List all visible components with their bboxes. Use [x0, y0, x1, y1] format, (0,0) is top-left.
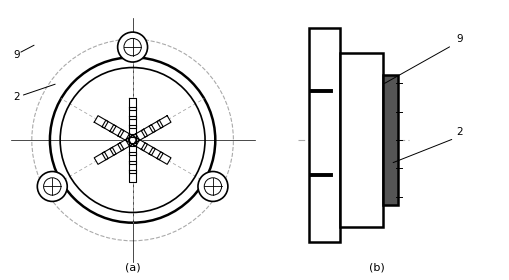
- Polygon shape: [129, 98, 136, 110]
- Bar: [383, 75, 397, 205]
- Polygon shape: [129, 170, 136, 182]
- Polygon shape: [133, 138, 147, 151]
- Polygon shape: [157, 152, 171, 164]
- Text: 2: 2: [455, 127, 462, 137]
- Polygon shape: [133, 129, 147, 142]
- Polygon shape: [129, 143, 136, 155]
- Circle shape: [37, 171, 67, 201]
- Polygon shape: [129, 134, 136, 146]
- Polygon shape: [141, 143, 155, 155]
- Polygon shape: [149, 120, 163, 133]
- Polygon shape: [129, 161, 136, 173]
- Text: (b): (b): [369, 262, 384, 272]
- Polygon shape: [94, 152, 108, 164]
- Polygon shape: [102, 147, 116, 160]
- Polygon shape: [129, 107, 136, 119]
- Text: 9: 9: [455, 34, 462, 44]
- Text: (a): (a): [125, 262, 140, 272]
- Polygon shape: [129, 116, 136, 128]
- Polygon shape: [149, 147, 163, 160]
- Polygon shape: [118, 138, 131, 151]
- Bar: [308, 28, 340, 242]
- Circle shape: [118, 32, 147, 62]
- Polygon shape: [110, 125, 124, 137]
- Text: 9: 9: [13, 50, 19, 60]
- Circle shape: [197, 171, 228, 201]
- Polygon shape: [102, 120, 116, 133]
- Polygon shape: [157, 116, 171, 128]
- Text: 2: 2: [13, 92, 19, 102]
- Polygon shape: [141, 125, 155, 137]
- Polygon shape: [110, 143, 124, 155]
- Circle shape: [50, 57, 215, 223]
- Polygon shape: [125, 134, 139, 146]
- Polygon shape: [125, 134, 139, 146]
- Polygon shape: [94, 116, 108, 128]
- Bar: [340, 53, 383, 227]
- Polygon shape: [118, 129, 131, 142]
- Polygon shape: [129, 152, 136, 164]
- Polygon shape: [129, 125, 136, 137]
